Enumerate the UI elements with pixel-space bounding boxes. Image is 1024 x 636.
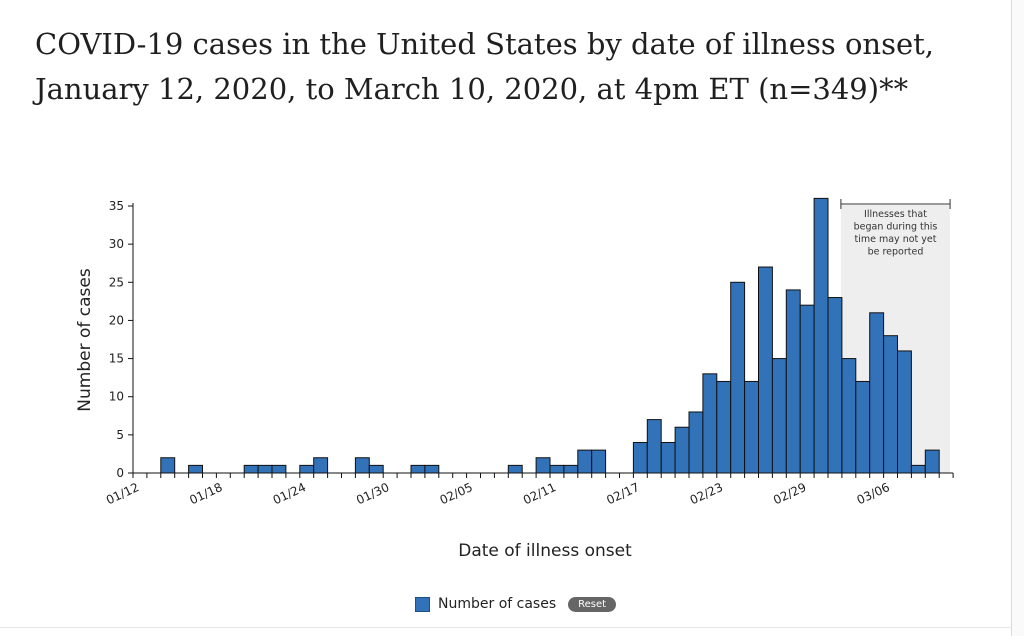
bar-01-22[interactable] <box>271 464 287 474</box>
bar-03-05[interactable] <box>869 312 885 474</box>
bar-03-01[interactable] <box>813 197 829 474</box>
x-tick-label-01-24: 01/24 <box>271 480 308 507</box>
reset-button[interactable]: Reset <box>568 596 617 612</box>
bar-03-03[interactable] <box>841 358 857 474</box>
x-tick-label-02-29: 02/29 <box>771 480 808 507</box>
x-tick-label-02-17: 02/17 <box>604 480 641 507</box>
footer-divider <box>0 627 1012 628</box>
bar-02-25[interactable] <box>744 380 759 474</box>
x-tick-label-02-11: 02/11 <box>521 480 558 507</box>
bar-02-23[interactable] <box>716 380 732 474</box>
bar-chart: Illnesses that began during this time may … <box>75 197 954 561</box>
bar-02-17[interactable] <box>632 441 648 474</box>
bar-02-27[interactable] <box>771 358 787 474</box>
bar-01-21[interactable] <box>257 464 273 474</box>
bar-02-18[interactable] <box>646 419 662 474</box>
page-title: COVID-19 cases in the United States by d… <box>35 27 934 106</box>
x-tick-label-01-12: 01/12 <box>104 480 141 507</box>
bar-02-20[interactable] <box>674 426 690 474</box>
y-tick-label-0: 0 <box>116 466 124 480</box>
y-tick-label-30: 30 <box>109 237 124 251</box>
x-tick-label-02-05: 02/05 <box>438 480 475 507</box>
bar-02-13[interactable] <box>577 449 593 474</box>
bar-01-16[interactable] <box>188 464 204 474</box>
bar-02-26[interactable] <box>758 266 773 474</box>
bar-02-22[interactable] <box>702 373 718 474</box>
bar-03-06[interactable] <box>883 335 898 474</box>
y-tick-label-15: 15 <box>109 352 124 366</box>
x-axis-title: Date of illness onset <box>458 541 632 561</box>
bar-02-11[interactable] <box>549 464 565 474</box>
bar-02-19[interactable] <box>660 441 676 474</box>
bar-02-02[interactable] <box>424 464 440 474</box>
bar-02-28[interactable] <box>785 289 801 474</box>
bar-02-10[interactable] <box>535 457 551 474</box>
bar-02-29[interactable] <box>799 304 815 474</box>
chart-legend[interactable]: Number of cases Reset <box>415 594 617 614</box>
x-tick-label-02-23: 02/23 <box>688 480 725 507</box>
bar-03-08[interactable] <box>910 464 926 474</box>
bar-01-20[interactable] <box>243 464 259 474</box>
y-tick-label-5: 5 <box>116 428 124 442</box>
bar-02-08[interactable] <box>507 464 523 474</box>
window-right-border <box>1011 0 1024 636</box>
x-tick-label-01-30: 01/30 <box>354 480 391 507</box>
x-tick-label-03-06: 03/06 <box>855 480 892 507</box>
bar-03-02[interactable] <box>827 297 843 474</box>
bar-03-09[interactable] <box>924 449 940 474</box>
bar-02-12[interactable] <box>563 464 579 474</box>
x-tick-label-01-18: 01/18 <box>187 480 224 507</box>
y-tick-label-20: 20 <box>109 313 124 327</box>
bar-02-21[interactable] <box>688 411 704 474</box>
bar-02-01[interactable] <box>410 464 426 474</box>
bar-01-14[interactable] <box>160 457 176 474</box>
legend-label[interactable]: Number of cases <box>438 596 557 612</box>
y-axis-title: Number of cases <box>75 268 95 412</box>
y-tick-label-35: 35 <box>109 199 124 213</box>
bar-02-24[interactable] <box>730 281 746 474</box>
y-tick-label-10: 10 <box>109 390 124 404</box>
bar-01-28[interactable] <box>354 457 370 474</box>
bar-03-07[interactable] <box>897 350 912 474</box>
bar-01-25[interactable] <box>313 457 329 474</box>
legend-swatch[interactable] <box>415 596 430 612</box>
y-tick-label-25: 25 <box>109 275 124 289</box>
bar-01-24[interactable] <box>299 464 315 474</box>
bar-01-29[interactable] <box>368 464 384 474</box>
annotation-text: Illnesses that began during this time may … <box>854 209 938 258</box>
bar-03-04[interactable] <box>855 380 871 474</box>
bar-02-14[interactable] <box>591 449 607 474</box>
